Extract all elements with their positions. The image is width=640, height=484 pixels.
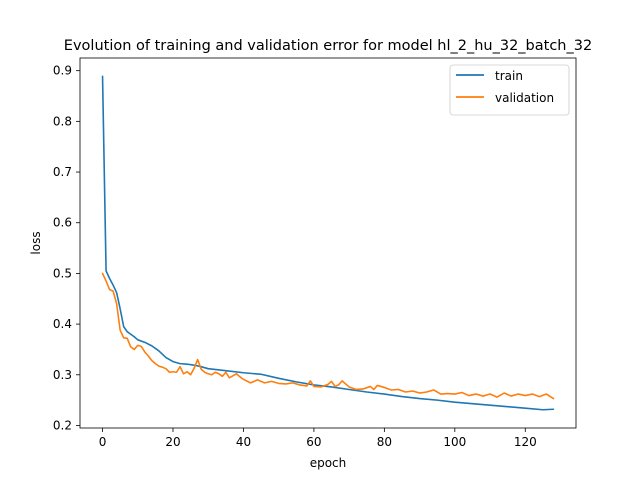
x-tick-label: 60 bbox=[306, 435, 321, 449]
legend-label-validation: validation bbox=[495, 91, 554, 105]
y-tick-label: 0.7 bbox=[53, 165, 72, 179]
y-tick-label: 0.5 bbox=[53, 266, 72, 280]
plot-area bbox=[79, 57, 577, 429]
x-axis-label: epoch bbox=[310, 456, 347, 470]
y-tick-label: 0.4 bbox=[53, 317, 72, 331]
y-tick-label: 0.2 bbox=[53, 418, 72, 432]
series-line-validation bbox=[101, 272, 555, 400]
x-tick-label: 0 bbox=[99, 435, 107, 449]
x-tick-label: 20 bbox=[165, 435, 180, 449]
legend: train validation bbox=[449, 64, 570, 116]
chart-title: Evolution of training and validation err… bbox=[64, 38, 592, 54]
axis-ticks: 0 20 40 60 80 100 120 0.2 0.3 0.4 0.5 0.6 0.7 0.8 0.9 bbox=[53, 64, 537, 449]
x-tick-label: 80 bbox=[377, 435, 392, 449]
series-line-train bbox=[101, 75, 555, 411]
legend-label-train: train bbox=[495, 69, 523, 83]
y-tick-label: 0.6 bbox=[53, 216, 72, 230]
y-tick-label: 0.8 bbox=[53, 114, 72, 128]
x-tick-label: 100 bbox=[443, 435, 466, 449]
x-tick-label: 120 bbox=[514, 435, 537, 449]
y-tick-label: 0.3 bbox=[53, 368, 72, 382]
x-tick-label: 40 bbox=[236, 435, 251, 449]
y-tick-label: 0.9 bbox=[53, 64, 72, 78]
series-lines bbox=[101, 75, 555, 411]
y-axis-label: loss bbox=[29, 231, 43, 254]
legend-frame bbox=[449, 64, 570, 116]
